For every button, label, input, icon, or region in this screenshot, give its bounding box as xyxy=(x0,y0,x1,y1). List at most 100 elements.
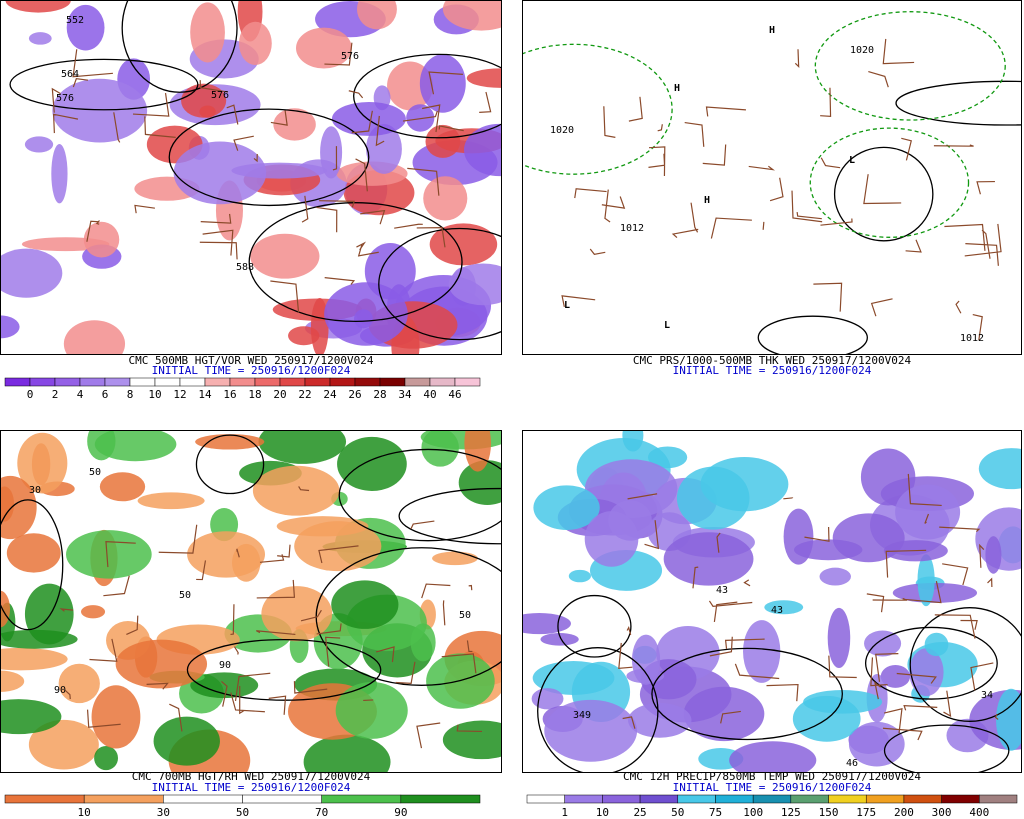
field-blob xyxy=(464,123,502,177)
colorbar-segment xyxy=(79,377,106,387)
colorbar-label: 18 xyxy=(248,388,261,401)
colorbar-segment xyxy=(715,794,754,804)
field-blob xyxy=(880,664,911,688)
colorbar-label: 50 xyxy=(236,806,249,819)
field-blob xyxy=(406,104,435,132)
field-blob xyxy=(432,551,478,566)
field-blob xyxy=(895,484,961,540)
field-blob xyxy=(337,436,407,491)
field-blob xyxy=(584,511,639,567)
panel-title: CMC 700MB HGT/RH WED 250917/1200V024 xyxy=(132,770,371,783)
field-blob xyxy=(238,21,272,66)
colorbar-segment xyxy=(526,794,565,804)
field-blob xyxy=(442,0,502,31)
colorbar-segment xyxy=(454,377,481,387)
colorbar-label: 22 xyxy=(298,388,311,401)
contour xyxy=(0,499,64,631)
colorbar-label: 10 xyxy=(148,388,161,401)
field-blob xyxy=(522,612,571,635)
map-label: 50 xyxy=(459,610,471,621)
contour xyxy=(9,58,199,111)
colorbar-segment xyxy=(429,377,456,387)
map-label: 349 xyxy=(573,710,591,721)
colorbar-label: 40 xyxy=(423,388,436,401)
colorbar-segment xyxy=(639,794,679,804)
colorbar-segment xyxy=(404,377,431,387)
colorbar-label: 26 xyxy=(348,388,361,401)
contour xyxy=(814,11,1006,121)
map-background xyxy=(522,0,1022,355)
field-blob xyxy=(66,530,152,579)
field-blob xyxy=(663,532,754,586)
colorbar-label: 8 xyxy=(127,388,134,401)
map-label: L xyxy=(849,155,855,166)
colorbar-segment xyxy=(54,377,81,387)
field-blob xyxy=(66,4,105,51)
field-blob xyxy=(985,536,1002,574)
field-blob xyxy=(0,670,25,692)
field-blob xyxy=(827,607,851,669)
colorbar-label: 28 xyxy=(373,388,386,401)
field-blob xyxy=(80,605,106,619)
field-blob xyxy=(978,448,1022,490)
field-blob xyxy=(0,248,63,298)
field-blob xyxy=(28,719,99,770)
field-blob xyxy=(52,78,148,143)
colorbar-label: 6 xyxy=(102,388,109,401)
contour xyxy=(883,724,1010,773)
colorbar-segment xyxy=(254,377,281,387)
colorbar-segment xyxy=(903,794,942,804)
colorbar-label: 24 xyxy=(323,388,337,401)
field-blob xyxy=(429,223,498,266)
field-blob xyxy=(94,745,118,771)
colorbar-segment xyxy=(400,794,481,804)
colorbar-label: 10 xyxy=(596,806,609,819)
contour xyxy=(522,43,673,175)
borders xyxy=(618,473,999,741)
field-blob xyxy=(743,620,781,683)
map-label: H xyxy=(704,195,710,206)
contour xyxy=(557,594,632,658)
map-frame xyxy=(0,0,502,355)
contour xyxy=(909,607,1022,722)
colorbar-segment xyxy=(29,377,56,387)
colorbar-label: 30 xyxy=(157,806,170,819)
colorbar-segment xyxy=(179,377,206,387)
map-label: H xyxy=(674,83,680,94)
field-blob xyxy=(356,0,397,30)
field-blob xyxy=(764,600,804,615)
colorbar-label: 400 xyxy=(969,806,989,819)
field-blob xyxy=(864,630,902,657)
colorbar-segment xyxy=(379,377,406,387)
field-blob xyxy=(190,672,259,699)
colorbar-label: 200 xyxy=(894,806,914,819)
field-blob xyxy=(195,434,265,450)
contour xyxy=(809,127,970,238)
field-blob xyxy=(58,663,100,704)
colorbar-label: 150 xyxy=(819,806,839,819)
field-blob xyxy=(464,430,492,472)
panel-subtitle: INITIAL TIME = 250916/1200F024 xyxy=(152,781,351,794)
map-label: 30 xyxy=(29,485,41,496)
contour xyxy=(537,647,659,773)
field-blob xyxy=(83,221,120,258)
colorbar-segment xyxy=(154,377,181,387)
colorbar-segment xyxy=(979,794,1018,804)
field-blob xyxy=(331,580,399,629)
colorbar-segment xyxy=(790,794,829,804)
field-blob xyxy=(421,430,459,467)
colorbar-segment xyxy=(865,794,905,804)
field-blob xyxy=(729,741,817,773)
field-blob xyxy=(996,688,1022,751)
contour xyxy=(833,146,934,242)
map xyxy=(522,0,1022,355)
colorbar-label: 10 xyxy=(78,806,91,819)
colorbar-label: 70 xyxy=(315,806,328,819)
field-blob xyxy=(568,569,591,583)
panel: H H H L L L 1020 1012 1012 1020 CMC PRS/1000-500MB… xyxy=(522,0,1022,377)
contour xyxy=(353,53,502,139)
panel-subtitle: INITIAL TIME = 250916/1200F024 xyxy=(673,781,872,794)
field-blob xyxy=(676,466,750,530)
colorbar-segment xyxy=(83,794,164,804)
